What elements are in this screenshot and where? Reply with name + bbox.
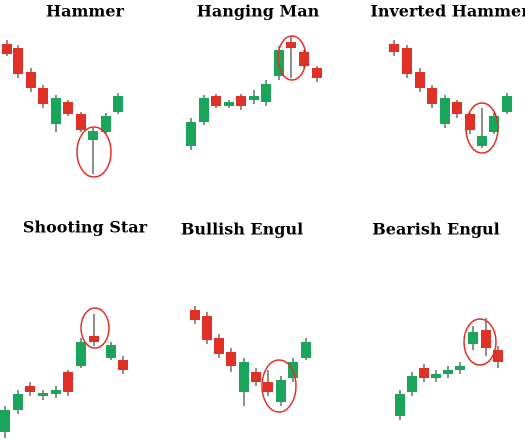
candle-body (249, 96, 259, 100)
candle-body (63, 372, 73, 392)
candle-body (263, 382, 273, 392)
candle-body (489, 116, 499, 132)
candle-body (276, 380, 286, 402)
candle-body (76, 114, 86, 130)
panel-title: Hanging Man (197, 2, 320, 21)
candle-body (481, 330, 491, 348)
candle-body (502, 96, 512, 112)
candle-body (402, 48, 412, 74)
panel-title: Bullish Engul (181, 220, 303, 239)
candle-body (251, 372, 261, 382)
candle-body (51, 390, 61, 394)
candle-body (26, 72, 36, 88)
highlight-circle (465, 102, 499, 154)
candle-body (106, 345, 116, 358)
panel-title: Bearish Engul (372, 220, 500, 239)
candles (0, 35, 512, 438)
candle-body (468, 332, 478, 344)
highlight-circle (277, 35, 307, 81)
candle-body (455, 366, 465, 370)
panel-title: Hammer (46, 2, 125, 21)
candle-body (88, 131, 98, 140)
candle-body (38, 88, 48, 104)
candle-body (239, 362, 249, 392)
candle-body (190, 310, 200, 320)
candle-body (395, 394, 405, 416)
candle-body (261, 84, 271, 102)
candle-body (51, 98, 61, 124)
candle-body (2, 44, 12, 54)
candle-body (101, 116, 111, 132)
candle-body (443, 370, 453, 374)
candle-body (202, 316, 212, 340)
candle-body (211, 96, 221, 106)
candle-body (13, 48, 23, 74)
candle-body (0, 410, 10, 432)
candle-body (63, 102, 73, 114)
highlight-circle (463, 318, 497, 366)
candle-body (493, 350, 503, 362)
candle-body (407, 376, 417, 392)
candle-body (76, 342, 86, 366)
candle-body (13, 394, 23, 410)
candle-body (226, 352, 236, 366)
panel-title: Shooting Star (23, 218, 148, 237)
candle-body (89, 336, 99, 342)
highlight-circle (76, 126, 112, 178)
candle-body (299, 52, 309, 66)
candle-body (419, 368, 429, 378)
candle-body (236, 96, 246, 106)
candle-body (440, 98, 450, 124)
candle-body (415, 72, 425, 88)
panel-title: Inverted Hammer (370, 2, 525, 21)
candle-body (186, 122, 196, 146)
candle-body (25, 386, 35, 392)
candle-body (452, 102, 462, 114)
candle-body (199, 98, 209, 122)
candle-body (477, 136, 487, 146)
candle-body (38, 393, 48, 396)
candle-body (286, 42, 296, 48)
highlight-circle (80, 307, 110, 349)
candle-body (431, 374, 441, 378)
candle-body (301, 342, 311, 358)
candle-body (214, 338, 224, 354)
candle-body (465, 114, 475, 130)
candle-body (427, 88, 437, 104)
candle-body (312, 68, 322, 78)
candle-body (118, 360, 128, 370)
highlight-circle (261, 359, 297, 413)
candle-body (389, 44, 399, 52)
candle-body (113, 96, 123, 112)
candle-body (224, 102, 234, 106)
